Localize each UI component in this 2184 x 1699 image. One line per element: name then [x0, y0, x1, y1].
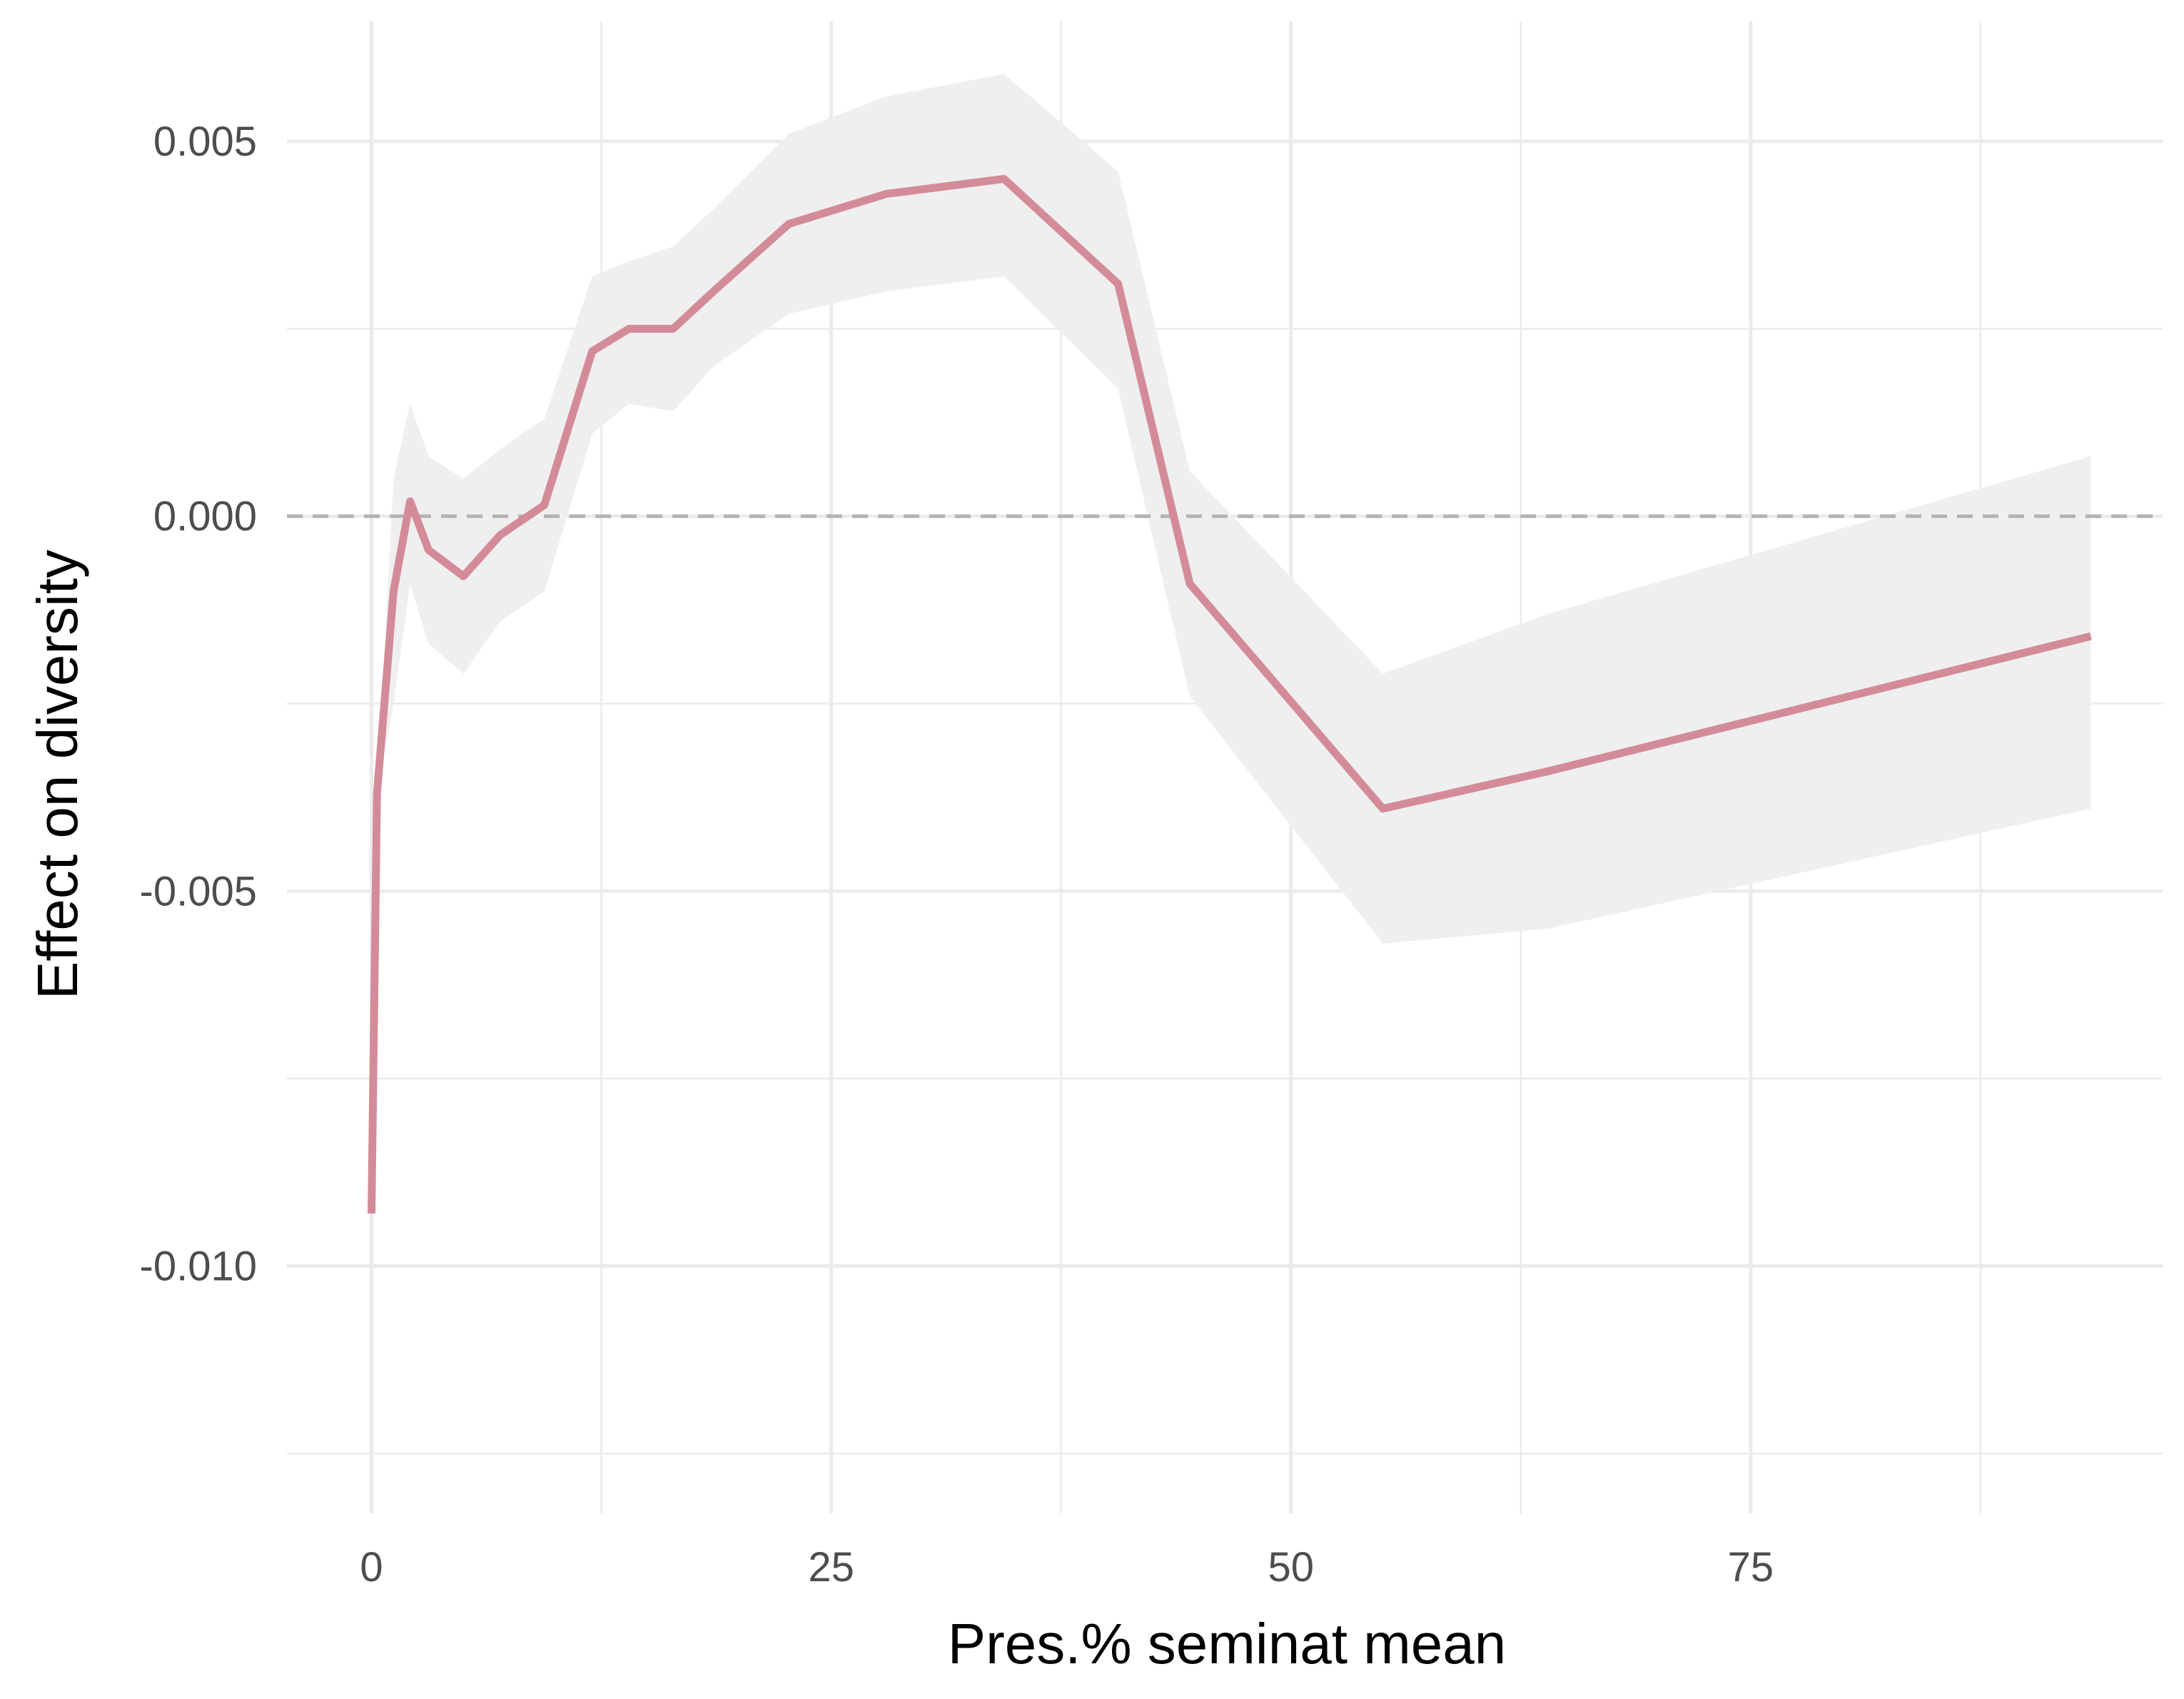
x-axis-title: Pres.% seminat mean [948, 1612, 1507, 1675]
confidence-band [371, 74, 2091, 1214]
y-tick-label: 0.005 [153, 119, 257, 165]
y-tick-label: 0.000 [153, 493, 257, 540]
x-tick-label: 0 [360, 1544, 383, 1590]
x-tick-label: 50 [1268, 1544, 1314, 1590]
x-tick-label: 75 [1728, 1544, 1774, 1590]
y-tick-label: -0.005 [140, 868, 257, 914]
effect-line [368, 175, 2092, 1214]
y-axis-title: Effect on diversity [26, 550, 89, 999]
confidence-band-layer [371, 74, 2091, 1214]
effect-line-layer [368, 175, 2092, 1214]
y-tick-label: -0.010 [140, 1243, 257, 1289]
x-tick-label: 25 [808, 1544, 854, 1590]
tick-labels: 0 25 50 75 0.005 0.000 -0.005 -0.010 [140, 119, 1774, 1590]
